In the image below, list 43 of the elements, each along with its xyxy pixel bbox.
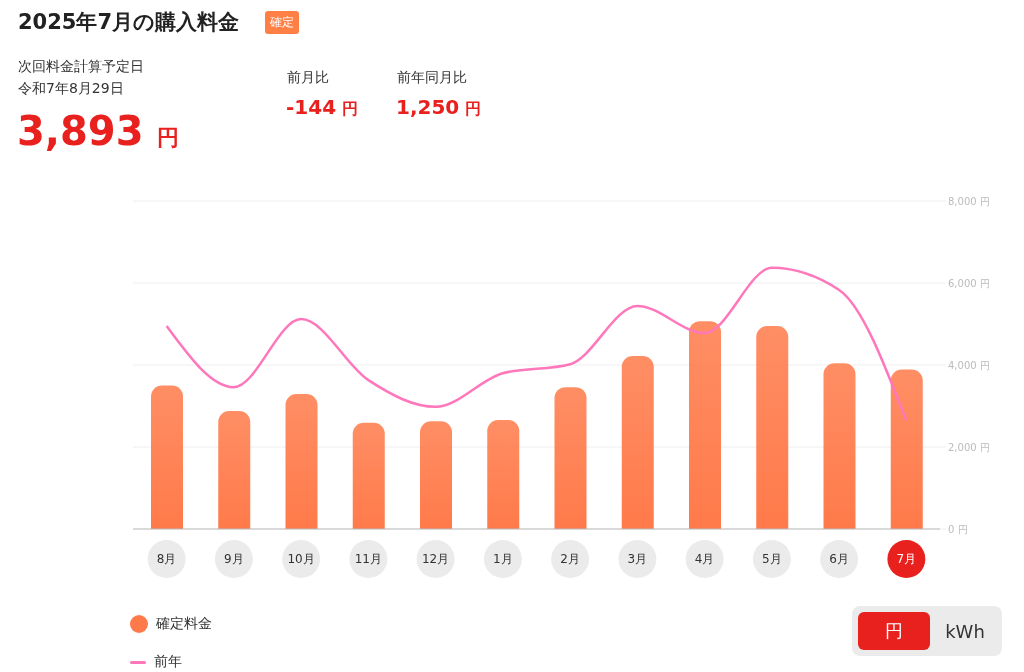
x-tick-label: 9月 <box>224 552 244 566</box>
y-tick-label: 2,000 円 <box>948 441 990 453</box>
bar <box>420 421 452 529</box>
x-tick-label: 10月 <box>287 552 315 566</box>
bar <box>151 385 183 529</box>
text: -144 円 <box>286 95 358 119</box>
text: 3,893 円 <box>17 108 180 154</box>
bar <box>621 355 654 529</box>
x-tick-label: 4月 <box>694 552 715 566</box>
text: kWh <box>944 619 986 644</box>
text: 次回料金計算予定日 <box>18 58 144 74</box>
chart-title: 2025年7月の購入料金 <box>18 9 240 36</box>
x-tick-label: 7月 <box>896 552 917 566</box>
bar <box>689 321 721 529</box>
bar <box>823 363 856 529</box>
text: 前年同月比 <box>397 69 467 87</box>
y-tick-label: 6,000 円 <box>948 277 990 289</box>
legend-label: 確定料金 <box>156 615 212 633</box>
x-tick-label: 3月 <box>627 552 648 566</box>
bar <box>352 422 385 529</box>
x-tick-label: 2月 <box>560 552 580 566</box>
x-tick-label: 5月 <box>762 552 782 566</box>
text: 令和7年8月29日 <box>18 80 124 96</box>
x-tick-label: 12月 <box>421 552 450 566</box>
bar <box>890 369 923 529</box>
bar <box>285 394 318 529</box>
x-tick-label: 8月 <box>156 552 177 566</box>
bar <box>554 387 587 529</box>
x-tick-label: 1月 <box>493 552 513 566</box>
text: 1,250 円 <box>396 95 481 119</box>
y-tick-label: 0 円 <box>948 523 968 535</box>
bar <box>487 419 520 529</box>
text: 確定 <box>265 11 299 34</box>
text: 前月比 <box>287 69 329 87</box>
legend-label: 前年 <box>154 653 182 671</box>
line-series <box>165 266 908 423</box>
x-tick-label: 6月 <box>829 552 849 566</box>
bar <box>218 410 251 529</box>
bar <box>756 326 789 529</box>
text: 円 <box>858 612 930 650</box>
y-tick-label: 8,000 円 <box>948 195 990 207</box>
y-tick-label: 4,000 円 <box>948 359 990 371</box>
x-tick-label: 11月 <box>354 552 383 566</box>
